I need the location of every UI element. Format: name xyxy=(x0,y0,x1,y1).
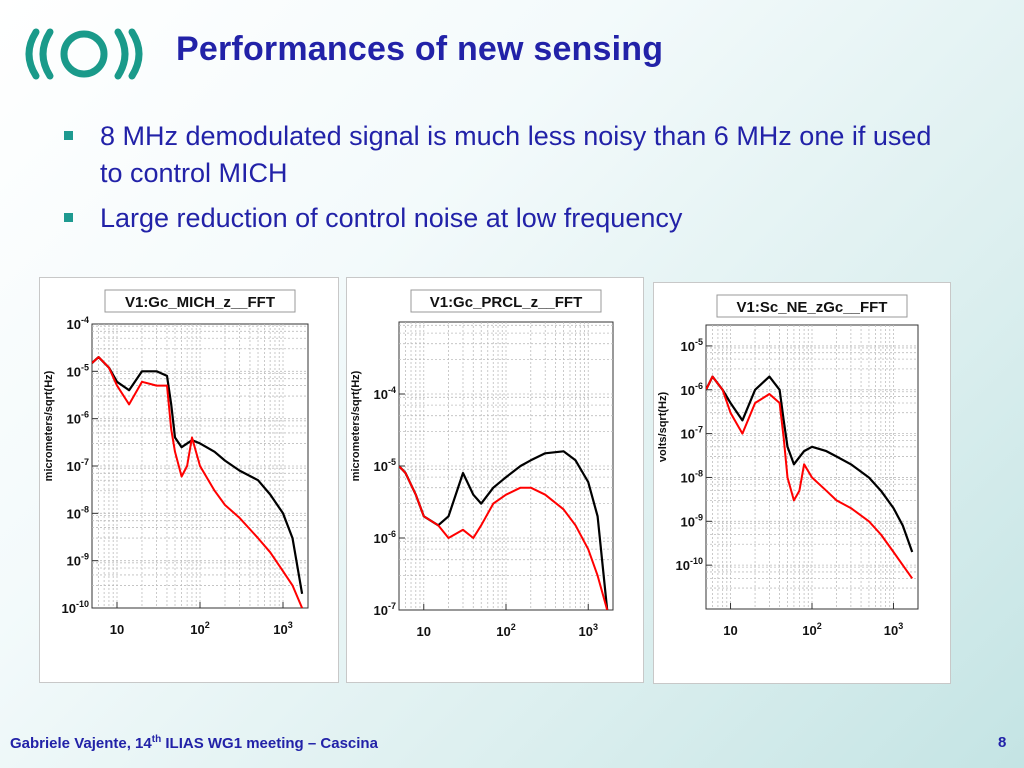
bullet-item: Large reduction of control noise at low … xyxy=(62,200,942,237)
prcl-fft-panel: 10 102 103 10-4 10-5 10-6 10-7 V1:Gc_PRCL_z__FF… xyxy=(346,277,644,683)
y-tick-label: 10-6 xyxy=(374,529,396,546)
y-tick-label: 10-6 xyxy=(681,381,703,398)
chart-title: V1:Sc_NE_zGc__FFT xyxy=(737,299,888,316)
title-box xyxy=(716,294,908,318)
y-axis-label: micrometers/sqrt(Hz) xyxy=(43,370,55,481)
x-tick-label: 102 xyxy=(802,621,821,638)
y-tick-label: 10-4 xyxy=(374,385,396,402)
x-tick-label: 10 xyxy=(110,622,124,637)
title-box xyxy=(410,289,602,313)
series-line-red xyxy=(706,375,914,579)
series-line-black xyxy=(92,355,304,594)
y-axis-label: micrometers/sqrt(Hz) xyxy=(350,370,362,481)
bullet-square-icon xyxy=(64,213,73,222)
title-box xyxy=(104,289,296,313)
x-tick-label: 103 xyxy=(884,621,903,638)
prcl-fft-chart: 10 102 103 10-4 10-5 10-6 10-7 V1:Gc_PRCL_z__FF… xyxy=(347,278,643,682)
grid-lines xyxy=(92,324,308,608)
grid-lines xyxy=(706,325,918,609)
virgo-logo xyxy=(25,28,143,80)
page-number: 8 xyxy=(998,734,1007,751)
x-tick-label: 10 xyxy=(723,623,737,638)
bullet-square-icon xyxy=(64,131,73,140)
x-tick-label: 103 xyxy=(579,622,598,639)
y-tick-label: 10-6 xyxy=(67,410,89,427)
y-tick-label: 10-7 xyxy=(374,601,396,618)
y-tick-label: 10-8 xyxy=(67,504,89,521)
y-tick-label: 10-8 xyxy=(681,468,703,485)
ne-fft-chart: 10 102 103 10-5 10-6 10-7 10-8 10-9 10-10 V1:Sc_N… xyxy=(654,283,950,683)
slide-title: Performances of new sensing xyxy=(176,30,664,68)
bullet-item: 8 MHz demodulated signal is much less no… xyxy=(62,118,942,192)
y-tick-label: 10-4 xyxy=(67,315,89,332)
mich-fft-chart: 10 102 103 10-4 10-5 10-6 10-7 10-8 10-9 10-10 V1:… xyxy=(40,278,338,682)
y-tick-label: 10-5 xyxy=(67,362,89,379)
footer-credit: Gabriele Vajente, 14th ILIAS WG1 meeting… xyxy=(10,734,378,752)
x-tick-label: 10 xyxy=(417,624,431,639)
x-tick-label: 102 xyxy=(496,622,515,639)
y-tick-label: 10-7 xyxy=(67,457,89,474)
series-line-black xyxy=(706,375,914,553)
y-tick-label: 10-7 xyxy=(681,425,703,442)
x-tick-label: 103 xyxy=(273,620,292,637)
y-tick-label: 10-9 xyxy=(681,512,703,529)
series-line-red xyxy=(399,465,609,610)
series-line-red xyxy=(92,356,304,608)
grid-lines xyxy=(399,322,613,610)
x-tick-label: 102 xyxy=(190,620,209,637)
y-tick-label: 10-5 xyxy=(374,457,396,474)
y-axis-label: volts/sqrt(Hz) xyxy=(657,392,669,463)
chart-title: V1:Gc_MICH_z__FFT xyxy=(125,294,275,311)
y-tick-label: 10-5 xyxy=(681,337,703,354)
bullet-list: 8 MHz demodulated signal is much less no… xyxy=(62,118,942,245)
chart-title: V1:Gc_PRCL_z__FFT xyxy=(430,294,583,311)
y-tick-label: 10-10 xyxy=(62,599,89,616)
ne-fft-panel: 10 102 103 10-5 10-6 10-7 10-8 10-9 10-10 V1:Sc_N… xyxy=(653,282,951,684)
y-tick-label: 10-10 xyxy=(676,556,703,573)
mich-fft-panel: 10 102 103 10-4 10-5 10-6 10-7 10-8 10-9 10-10 V1:… xyxy=(39,277,339,683)
y-tick-label: 10-9 xyxy=(67,552,89,569)
